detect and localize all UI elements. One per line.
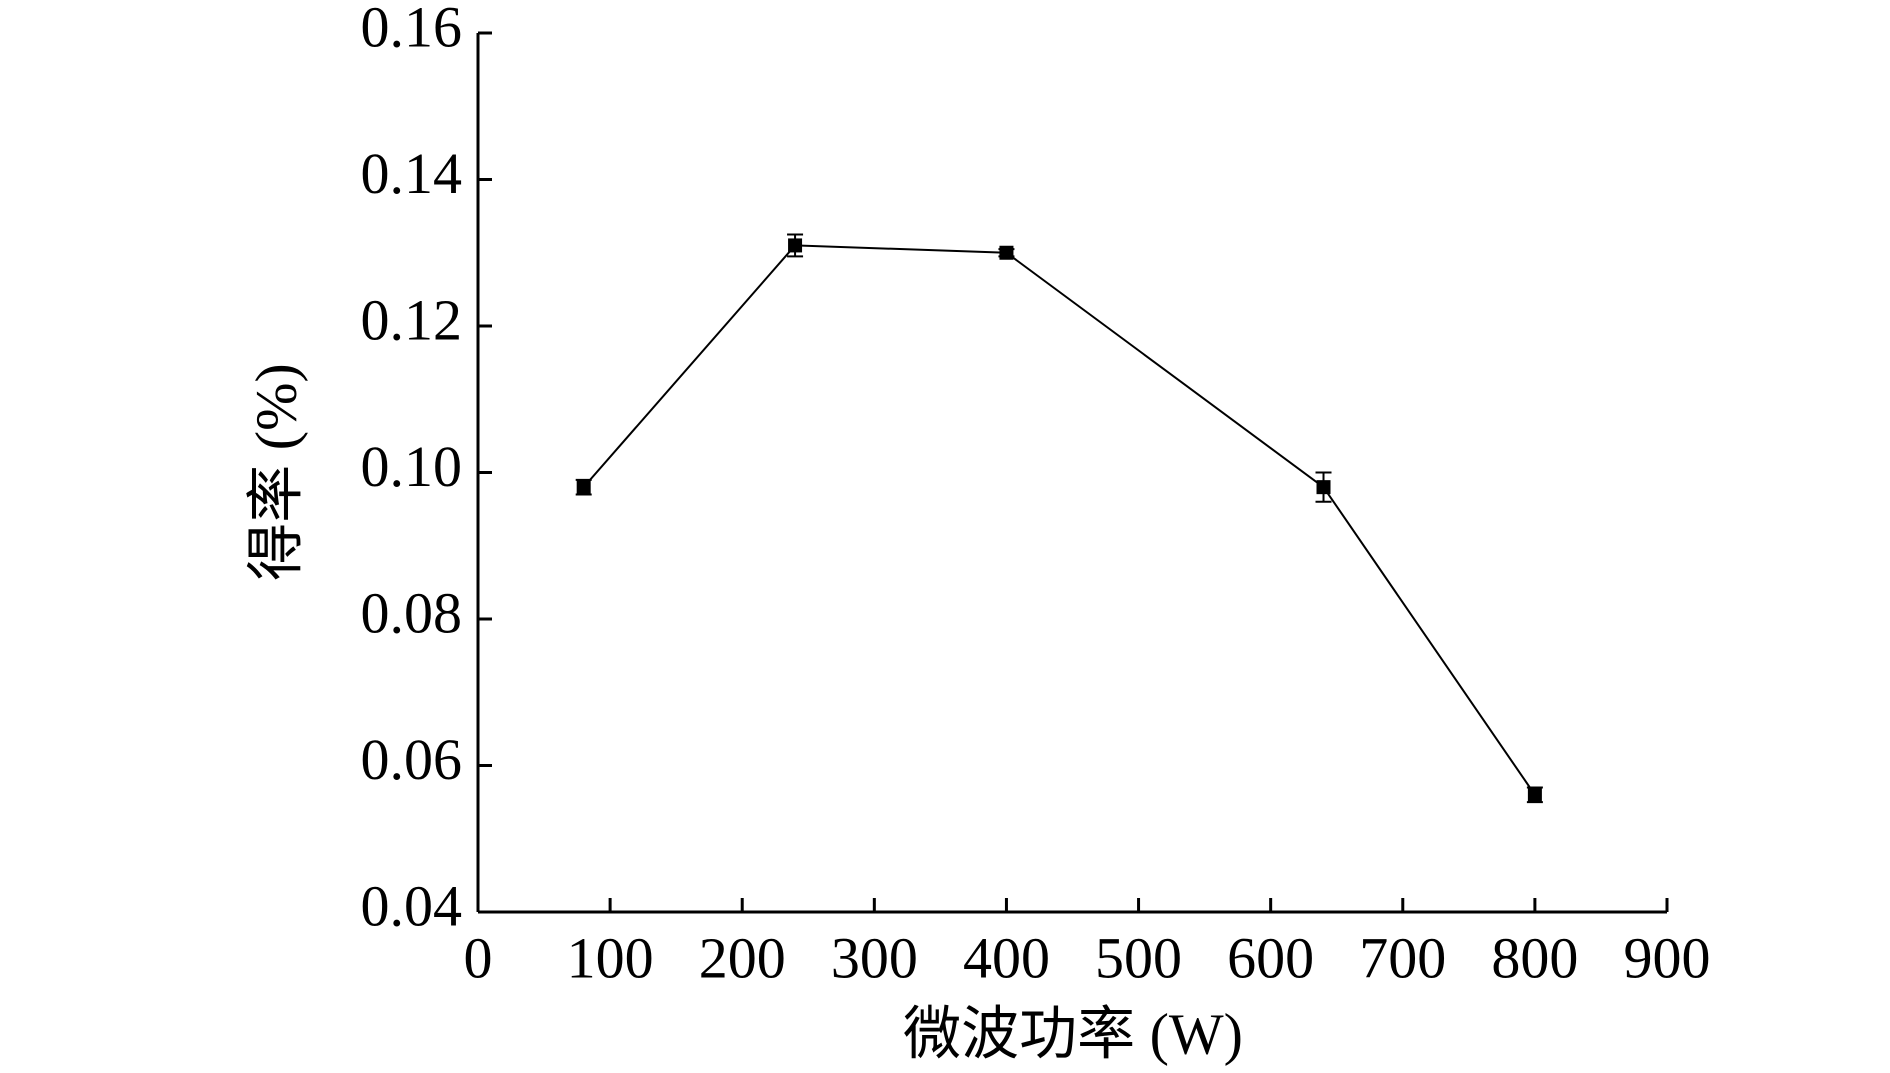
y-tick-label: 0.16 [361, 0, 463, 59]
data-point [999, 245, 1014, 260]
y-tick-label: 0.04 [361, 873, 463, 938]
x-tick-label: 0 [464, 925, 493, 990]
data-point [576, 480, 591, 495]
data-line [582, 244, 1536, 796]
y-tick-label: 0.08 [361, 580, 463, 645]
x-tick-label: 800 [1491, 925, 1578, 990]
y-tick-label: 0.12 [361, 287, 463, 352]
x-tick-label: 600 [1227, 925, 1314, 990]
data-point [1316, 480, 1331, 495]
x-tick-label: 400 [963, 925, 1050, 990]
x-tick-label: 100 [567, 925, 654, 990]
x-tick-label: 200 [699, 925, 786, 990]
data-point [1527, 787, 1542, 802]
data-point [788, 238, 803, 253]
y-axis-title: 得率 (%) [243, 363, 308, 580]
y-tick-label: 0.10 [361, 434, 463, 499]
x-tick-label: 900 [1624, 925, 1711, 990]
x-tick-label: 500 [1095, 925, 1182, 990]
x-tick-label: 300 [831, 925, 918, 990]
y-tick-label: 0.14 [361, 141, 463, 206]
x-tick-label: 700 [1359, 925, 1446, 990]
x-axis-title: 微波功率 (W) [903, 1001, 1243, 1066]
y-tick-label: 0.06 [361, 727, 463, 792]
